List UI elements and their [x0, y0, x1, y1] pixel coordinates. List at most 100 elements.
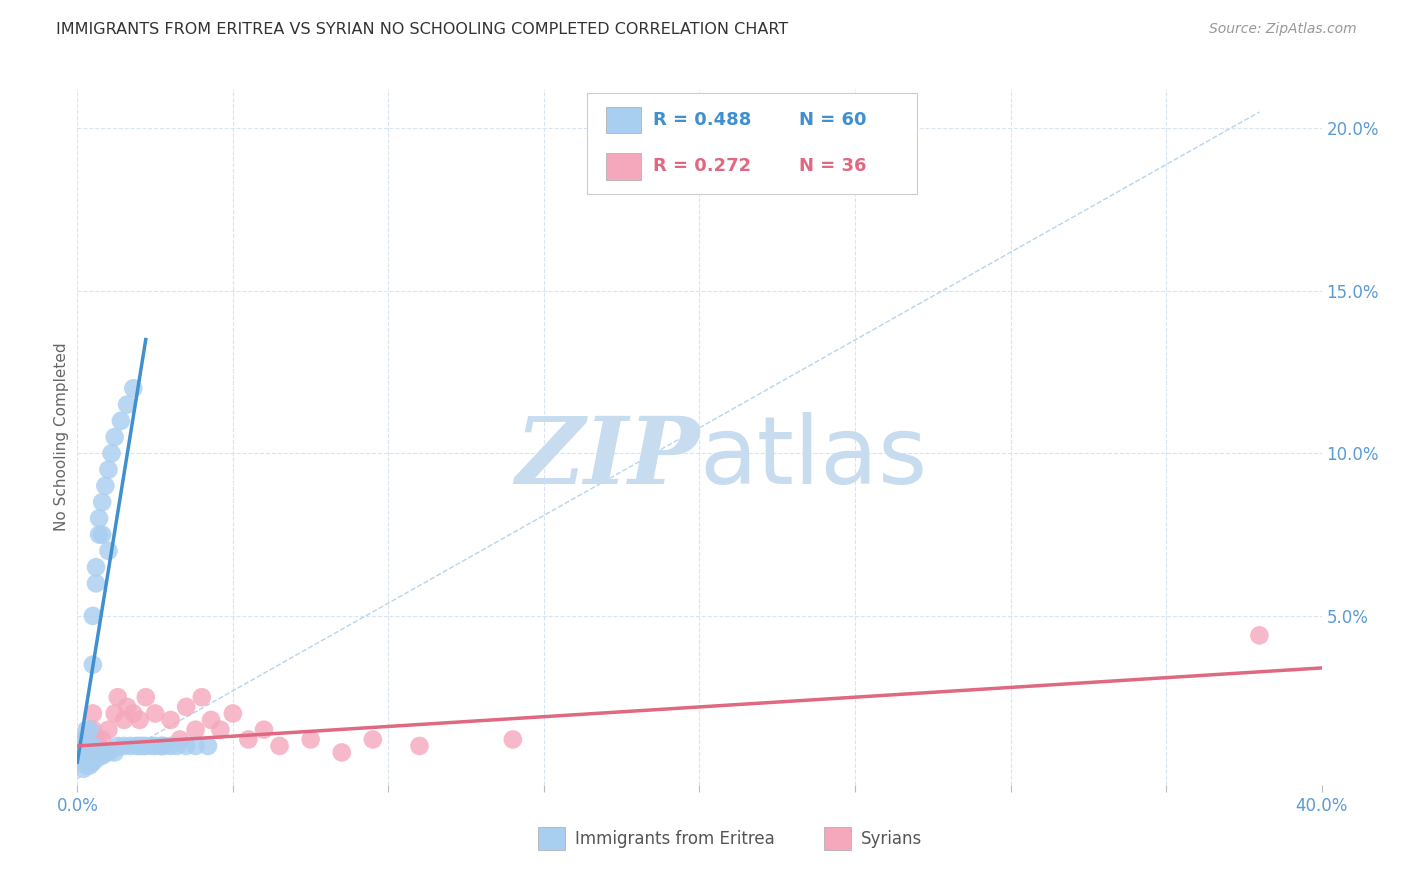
Point	[166, 739, 188, 753]
Point	[91, 748, 114, 763]
Point	[131, 739, 153, 753]
Point	[150, 739, 173, 753]
Point	[238, 732, 260, 747]
Point	[82, 723, 104, 737]
Text: Syrians: Syrians	[862, 830, 922, 847]
Point	[79, 723, 101, 737]
Point	[72, 755, 94, 769]
Point	[82, 608, 104, 623]
Bar	[537, 828, 565, 850]
Point	[135, 739, 157, 753]
Point	[159, 739, 181, 753]
Point	[76, 739, 98, 753]
Point	[72, 732, 94, 747]
Point	[79, 739, 101, 753]
Point	[153, 739, 176, 753]
Point	[82, 748, 104, 763]
Point	[94, 479, 117, 493]
Point	[408, 739, 430, 753]
Point	[69, 746, 91, 760]
Point	[100, 446, 122, 460]
Point	[141, 739, 163, 753]
Point	[502, 732, 524, 747]
Point	[107, 690, 129, 705]
Point	[135, 690, 157, 705]
Point	[72, 746, 94, 760]
Point	[253, 723, 276, 737]
Point	[209, 723, 232, 737]
Point	[79, 746, 101, 760]
Bar	[824, 828, 851, 850]
Bar	[606, 106, 641, 133]
Text: Immigrants from Eritrea: Immigrants from Eritrea	[575, 830, 775, 847]
Point	[91, 732, 114, 747]
Point	[82, 657, 104, 672]
Point	[128, 739, 150, 753]
Point	[97, 544, 120, 558]
Text: Source: ZipAtlas.com: Source: ZipAtlas.com	[1209, 22, 1357, 37]
Point	[69, 755, 91, 769]
Text: ZIP: ZIP	[515, 413, 700, 503]
Point	[76, 752, 98, 766]
Text: R = 0.272: R = 0.272	[654, 157, 752, 176]
Point	[94, 746, 117, 760]
Point	[76, 746, 98, 760]
Point	[84, 746, 107, 760]
Point	[112, 739, 135, 753]
Point	[76, 746, 98, 760]
Point	[76, 723, 98, 737]
Point	[79, 739, 101, 753]
Point	[104, 706, 127, 721]
Text: N = 36: N = 36	[799, 157, 866, 176]
Point	[91, 527, 114, 541]
Point	[197, 739, 219, 753]
Point	[115, 700, 138, 714]
Point	[87, 739, 110, 753]
Point	[97, 462, 120, 476]
Point	[330, 746, 353, 760]
Point	[299, 732, 322, 747]
Point	[122, 706, 145, 721]
Point	[184, 723, 207, 737]
Point	[104, 746, 127, 760]
Point	[361, 732, 384, 747]
Point	[87, 527, 110, 541]
Point	[82, 739, 104, 753]
Point	[1249, 628, 1271, 642]
Point	[174, 700, 197, 714]
Point	[143, 706, 166, 721]
Bar	[606, 153, 641, 179]
Point	[94, 746, 117, 760]
Point	[72, 732, 94, 747]
Point	[200, 713, 222, 727]
Text: atlas: atlas	[700, 412, 928, 504]
Point	[107, 739, 129, 753]
Point	[97, 746, 120, 760]
Point	[184, 739, 207, 753]
Point	[87, 748, 110, 763]
Point	[91, 495, 114, 509]
Point	[120, 739, 142, 753]
Point	[112, 713, 135, 727]
Point	[76, 758, 98, 772]
Point	[122, 381, 145, 395]
Point	[110, 414, 132, 428]
Point	[115, 398, 138, 412]
Point	[128, 713, 150, 727]
Y-axis label: No Schooling Completed: No Schooling Completed	[53, 343, 69, 532]
Point	[84, 752, 107, 766]
Text: R = 0.488: R = 0.488	[654, 111, 752, 128]
FancyBboxPatch shape	[588, 93, 917, 194]
Point	[72, 752, 94, 766]
Point	[150, 739, 173, 753]
Point	[87, 511, 110, 525]
Point	[159, 713, 181, 727]
Point	[82, 706, 104, 721]
Point	[169, 732, 191, 747]
Point	[222, 706, 245, 721]
Point	[82, 755, 104, 769]
Point	[79, 758, 101, 772]
Point	[269, 739, 291, 753]
Text: N = 60: N = 60	[799, 111, 866, 128]
Point	[84, 576, 107, 591]
